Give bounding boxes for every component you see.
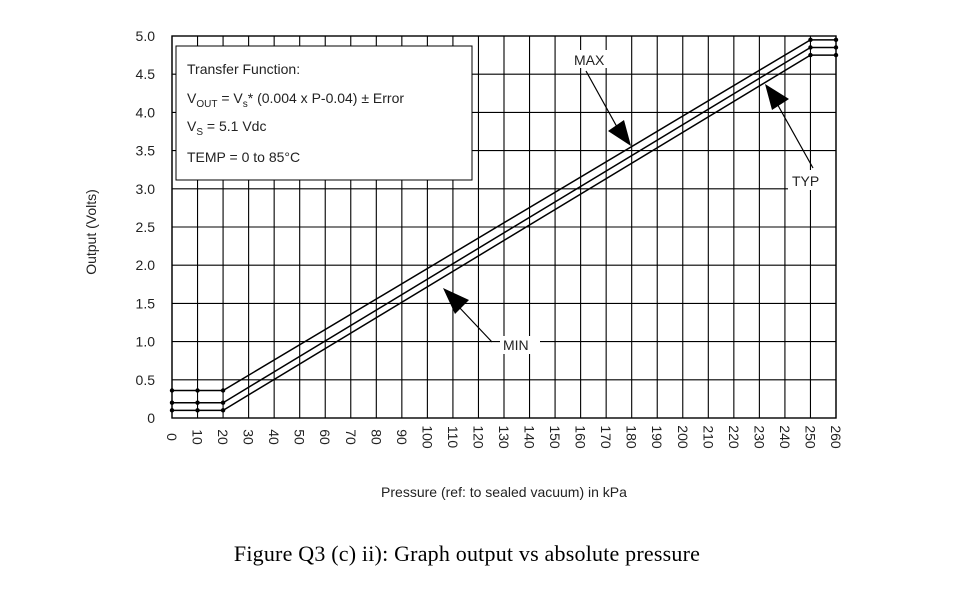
x-tick-label: 50 <box>292 429 308 445</box>
vout-formula: VOUT = Vs* (0.004 x P-0.04) ± Error <box>187 90 404 110</box>
vout-mid: = V <box>217 90 243 106</box>
y-tick-label: 0 <box>147 410 155 426</box>
y-tick-label: 1.0 <box>136 334 156 350</box>
x-tick-label: 190 <box>649 425 665 449</box>
x-tick-label: 70 <box>343 429 359 445</box>
transfer-function-box: Transfer Function: VOUT = Vs* (0.004 x P… <box>175 45 473 181</box>
x-tick-label: 260 <box>828 425 844 449</box>
x-tick-label: 230 <box>751 425 767 449</box>
x-tick-labels: 0 10 20 30 40 50 60 70 80 90 100 110 120 130 140 150 160… <box>164 425 844 449</box>
vs-sub: S <box>196 127 203 138</box>
series-max-point <box>220 388 226 393</box>
y-tick-label: 3.0 <box>136 181 156 197</box>
x-tick-label: 240 <box>777 425 793 449</box>
vout-rest: * (0.004 x P-0.04) ± Error <box>248 90 405 106</box>
min-label: MIN <box>503 337 529 353</box>
temp-text: TEMP = 0 to 85°C <box>187 149 300 165</box>
x-tick-label: 100 <box>419 425 435 449</box>
series-typ-point <box>195 400 200 405</box>
vout-sub: OUT <box>196 99 217 110</box>
min-arrowhead <box>443 288 469 314</box>
vs-v: V <box>187 118 197 134</box>
x-tick-label: 60 <box>317 429 333 445</box>
x-tick-label: 20 <box>215 429 231 445</box>
x-tick-label: 120 <box>470 425 486 449</box>
y-tick-label: 2.0 <box>136 257 156 273</box>
figure-caption: Figure Q3 (c) ii): Graph output vs absol… <box>233 541 701 566</box>
max-annotation: MAX <box>570 50 631 146</box>
typ-label: TYP <box>792 173 819 189</box>
x-tick-label: 150 <box>547 425 563 449</box>
x-axis-title: Pressure (ref: to sealed vacuum) in kPa <box>381 484 627 500</box>
x-tick-label: 110 <box>445 426 461 449</box>
x-tick-label: 40 <box>266 429 282 445</box>
max-arrowhead <box>608 120 631 146</box>
typ-arrow-line <box>774 99 814 169</box>
series-max-point <box>195 388 200 393</box>
series-group <box>169 37 839 413</box>
y-tick-label: 4.0 <box>136 104 156 120</box>
max-label: MAX <box>574 52 605 68</box>
x-tick-label: 160 <box>573 425 589 449</box>
chart: 0 0.5 1.0 1.5 2.0 2.5 3.0 3.5 4.0 4.5 5.0 0 10 20 30 4… <box>83 28 844 500</box>
y-tick-labels: 0 0.5 1.0 1.5 2.0 2.5 3.0 3.5 4.0 4.5 5.0 <box>136 28 156 426</box>
series-typ-point <box>220 400 226 405</box>
typ-arrowhead <box>765 84 789 110</box>
x-tick-label: 210 <box>700 425 716 449</box>
x-tick-label: 130 <box>496 425 512 449</box>
transfer-title: Transfer Function: <box>187 61 300 77</box>
y-tick-label: 2.5 <box>136 219 156 235</box>
x-tick-label: 90 <box>394 429 410 445</box>
max-arrow-line <box>585 70 623 137</box>
min-arrow-line <box>457 305 493 343</box>
series-min-point <box>195 408 200 413</box>
vs-text: VS = 5.1 Vdc <box>187 118 266 138</box>
y-tick-label: 1.5 <box>136 295 156 311</box>
y-tick-label: 0.5 <box>136 372 156 388</box>
x-tick-label: 140 <box>522 425 538 449</box>
x-tick-label: 10 <box>190 429 206 445</box>
vout-v: V <box>187 90 197 106</box>
y-tick-label: 5.0 <box>136 28 156 44</box>
x-tick-label: 80 <box>368 429 384 445</box>
y-axis-title: Output (Volts) <box>83 189 99 275</box>
plot-frame <box>171 35 837 419</box>
series-min-point <box>220 408 226 413</box>
x-tick-label: 220 <box>726 425 742 449</box>
series-typ-point <box>808 45 813 50</box>
typ-annotation: TYP <box>765 84 836 190</box>
x-tick-label: 0 <box>164 433 180 441</box>
vout-sub2: s <box>243 99 248 110</box>
series-max-point <box>808 37 813 43</box>
x-tick-label: 200 <box>675 425 691 449</box>
y-tick-label: 4.5 <box>136 66 156 82</box>
x-tick-label: 180 <box>624 425 640 449</box>
min-annotation: MIN <box>443 288 540 354</box>
vs-rest: = 5.1 Vdc <box>203 118 266 134</box>
x-tick-label: 250 <box>802 425 818 449</box>
series-min-point <box>808 52 813 58</box>
y-tick-label: 3.5 <box>136 143 156 159</box>
x-tick-label: 170 <box>598 425 614 449</box>
x-tick-label: 30 <box>241 429 257 445</box>
